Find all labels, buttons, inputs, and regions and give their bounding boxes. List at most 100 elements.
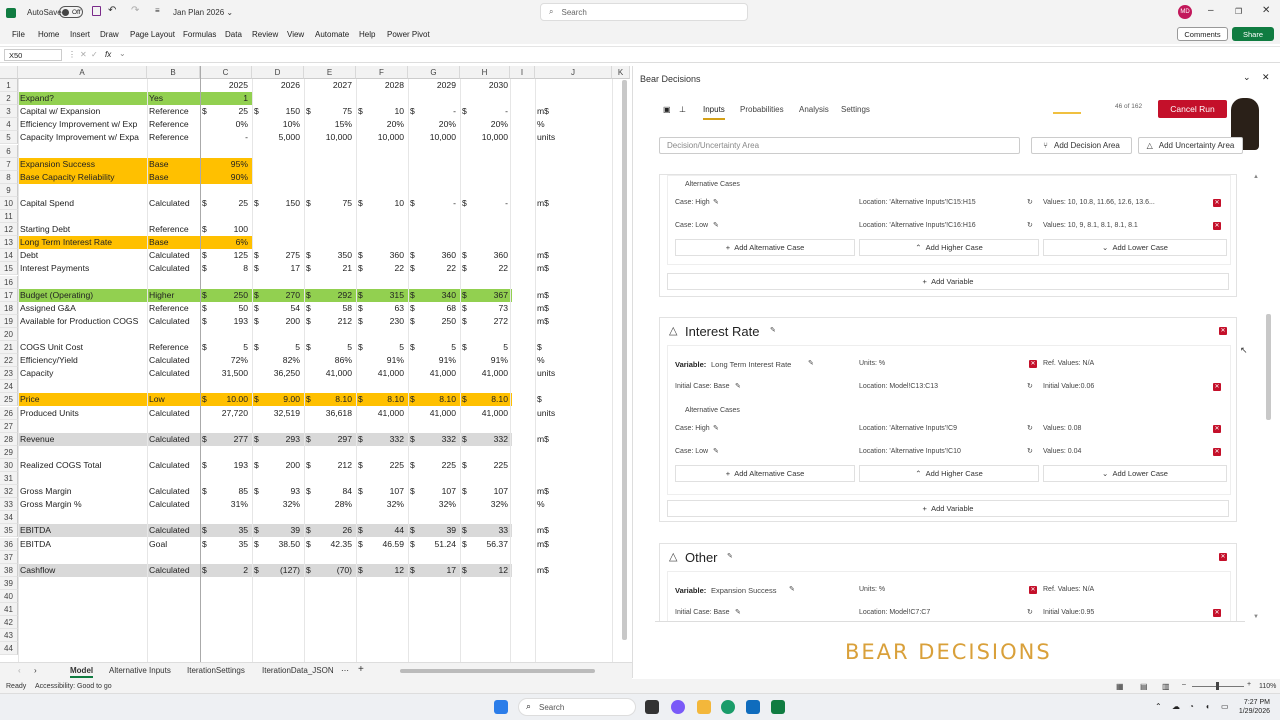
cell-type[interactable] xyxy=(147,79,200,92)
file-explorer-icon[interactable] xyxy=(697,700,711,714)
cell-unit[interactable] xyxy=(535,171,575,184)
cell-value[interactable]: - xyxy=(505,106,508,117)
menu-home[interactable]: Home xyxy=(38,30,60,39)
row-header[interactable]: 43 xyxy=(0,629,18,643)
cell-label[interactable]: Efficiency Improvement w/ Exp xyxy=(20,119,138,130)
cell-value[interactable]: - xyxy=(453,106,456,117)
cell-type[interactable]: Calculated xyxy=(149,407,190,418)
cell-label[interactable]: Interest Payments xyxy=(20,263,90,274)
menu-page-layout[interactable]: Page Layout xyxy=(130,30,175,39)
cell-value[interactable]: 2026 xyxy=(280,80,300,90)
cell-value[interactable] xyxy=(200,145,250,158)
cell-value[interactable] xyxy=(408,616,458,629)
cell-value[interactable] xyxy=(408,328,458,341)
menu-draw[interactable]: Draw xyxy=(100,30,119,39)
cell-value[interactable] xyxy=(356,236,406,249)
cell-value[interactable]: 41,000 xyxy=(377,407,404,418)
cell-value[interactable] xyxy=(304,603,354,616)
cell-label[interactable]: Gross Margin % xyxy=(20,499,82,510)
row-header[interactable]: 11 xyxy=(0,210,18,223)
cell-value[interactable]: 86% xyxy=(334,355,352,366)
tab-analysis[interactable]: Analysis xyxy=(799,105,829,114)
cell-unit[interactable] xyxy=(535,603,575,616)
cell-value[interactable]: 26 xyxy=(342,525,352,536)
cell-value[interactable] xyxy=(252,577,302,590)
add-lower-case-button[interactable]: ⌄ Add Lower Case xyxy=(1043,239,1227,256)
cell-value[interactable] xyxy=(304,380,354,393)
cell-value[interactable] xyxy=(252,603,302,616)
cell-value[interactable]: 91% xyxy=(438,355,456,366)
cell-value[interactable] xyxy=(304,171,354,184)
add-uncertainty-area-button[interactable]: △ Add Uncertainty Area xyxy=(1138,137,1243,154)
cell-type[interactable]: Yes xyxy=(149,93,164,104)
cell-unit[interactable]: % xyxy=(537,499,545,510)
cell-type[interactable]: Higher xyxy=(149,289,175,300)
pin-icon[interactable]: ⊥ xyxy=(679,105,686,114)
cell-unit[interactable]: m$ xyxy=(537,106,549,117)
cell-value[interactable] xyxy=(408,276,458,289)
row-header[interactable]: 42 xyxy=(0,616,18,630)
cell-label[interactable]: Price xyxy=(20,394,40,405)
cell-unit[interactable] xyxy=(535,511,575,524)
cell-unit[interactable] xyxy=(535,551,575,564)
cell-unit[interactable]: m$ xyxy=(537,538,549,549)
cell-value[interactable] xyxy=(356,420,406,433)
cell-value[interactable]: 332 xyxy=(493,433,508,444)
cell-value[interactable]: (127) xyxy=(279,564,300,575)
cell-label[interactable] xyxy=(18,642,147,655)
cell-value[interactable] xyxy=(252,92,302,105)
cell-label[interactable] xyxy=(18,420,147,433)
cell-value[interactable] xyxy=(356,158,406,171)
delete-icon[interactable]: ✕ xyxy=(1213,425,1221,433)
cell-value[interactable] xyxy=(408,171,458,184)
cell-value[interactable] xyxy=(460,472,510,485)
column-header[interactable]: G xyxy=(408,66,460,79)
edit-icon[interactable]: ✎ xyxy=(713,425,719,432)
cell-value[interactable] xyxy=(200,446,250,459)
cell-type[interactable] xyxy=(147,551,200,564)
normal-view-icon[interactable]: ▦ xyxy=(1116,682,1124,691)
row-header[interactable]: 35 xyxy=(0,524,18,538)
cell-value[interactable]: 5 xyxy=(451,342,456,352)
delete-icon[interactable]: ✕ xyxy=(1213,222,1221,230)
cell-value[interactable] xyxy=(304,92,354,105)
cell-value[interactable]: 41,000 xyxy=(429,407,456,418)
cell-label[interactable]: EBITDA xyxy=(20,538,52,549)
cell-value[interactable]: 42.35 xyxy=(330,538,352,549)
cell-value[interactable]: 360 xyxy=(389,250,404,261)
menu-data[interactable]: Data xyxy=(225,30,242,39)
cell-type[interactable] xyxy=(147,210,200,223)
cell-label[interactable]: Available for Production COGS xyxy=(20,315,139,326)
cell-type[interactable]: Calculated xyxy=(149,197,190,208)
cell-label[interactable]: Starting Debt xyxy=(20,224,71,235)
cell-label[interactable] xyxy=(18,380,147,393)
menu-help[interactable]: Help xyxy=(359,30,376,39)
cell-type[interactable] xyxy=(147,616,200,629)
cell-value[interactable] xyxy=(356,210,406,223)
cell-value[interactable]: 28% xyxy=(334,499,352,510)
cell-value[interactable]: 51.24 xyxy=(434,538,456,549)
cell-value[interactable] xyxy=(460,210,510,223)
cell-unit[interactable] xyxy=(535,472,575,485)
cell-unit[interactable]: m$ xyxy=(537,289,549,300)
cell-value[interactable]: 8.10 xyxy=(335,394,352,405)
cell-value[interactable]: 5 xyxy=(347,342,352,352)
cell-value[interactable]: 93 xyxy=(290,486,300,497)
cell-value[interactable] xyxy=(304,511,354,524)
spreadsheet-grid[interactable]: A B C D E F G H I J K 1 2025 2026 2027 2028 2029 2030 2 Exp… xyxy=(0,66,630,662)
row-header[interactable]: 31 xyxy=(0,472,18,485)
edit-icon[interactable]: ✎ xyxy=(808,360,814,367)
vertical-scrollbar[interactable] xyxy=(622,80,627,640)
cell-value[interactable]: 25 xyxy=(238,197,248,208)
cell-value[interactable] xyxy=(304,629,354,642)
cell-value[interactable] xyxy=(460,236,510,249)
cell-label[interactable] xyxy=(18,590,147,603)
cell-label[interactable] xyxy=(18,446,147,459)
cell-value[interactable] xyxy=(252,642,302,655)
cell-value[interactable] xyxy=(200,603,250,616)
cell-value[interactable] xyxy=(460,92,510,105)
cell-value[interactable]: 360 xyxy=(493,250,508,261)
zoom-handle[interactable] xyxy=(1216,682,1219,690)
cell-unit[interactable]: m$ xyxy=(537,250,549,261)
cell-type[interactable] xyxy=(147,145,200,158)
